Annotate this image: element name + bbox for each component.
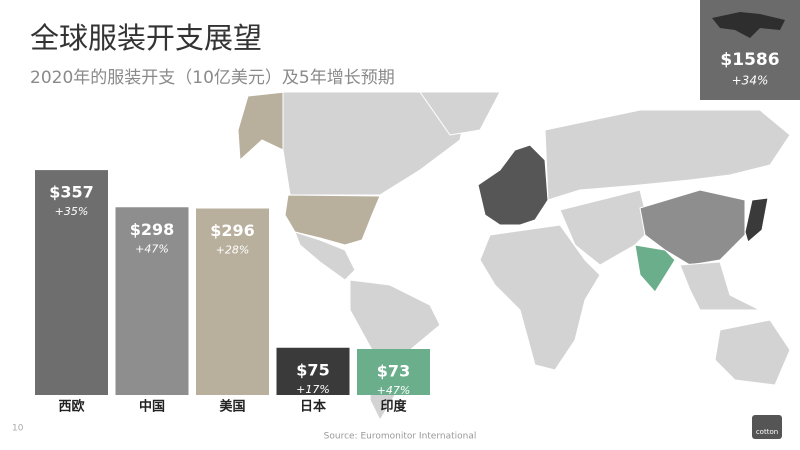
- x-tick-label: 西欧: [58, 399, 84, 415]
- map-mexico: [294, 231, 356, 281]
- growth-label: +35%: [55, 205, 89, 218]
- value-label: $73: [377, 362, 410, 381]
- growth-label: +28%: [216, 244, 250, 257]
- growth-label: +47%: [135, 242, 169, 255]
- value-label: $357: [49, 183, 94, 202]
- logo-box: [752, 415, 782, 439]
- bar: [35, 170, 108, 395]
- page-number: 10: [12, 424, 24, 434]
- world-total: $1586: [720, 50, 779, 70]
- bar: [276, 347, 350, 395]
- map-japan: [744, 197, 769, 243]
- bar: [115, 207, 189, 395]
- map-australia: [714, 319, 791, 386]
- map-southeast-asia: [679, 261, 761, 311]
- x-tick-label: 日本: [300, 399, 326, 415]
- world-icon: [712, 12, 785, 38]
- world-map: [237, 91, 791, 422]
- map-india: [634, 244, 676, 293]
- x-tick-label: 中国: [139, 399, 165, 415]
- growth-label: +17%: [296, 383, 330, 396]
- value-label: $75: [296, 360, 329, 379]
- map-russia: [544, 109, 791, 201]
- bar: [196, 208, 269, 395]
- growth-label: +47%: [377, 384, 411, 397]
- x-tick-label: 美国: [219, 399, 245, 415]
- bar: [357, 349, 430, 395]
- logo: cotton: [756, 428, 778, 436]
- value-label: $298: [130, 220, 175, 239]
- map-greenland: [419, 91, 501, 136]
- value-label: $296: [210, 221, 255, 240]
- map-africa: [479, 224, 601, 371]
- source-note: Source: Euromonitor International: [324, 432, 477, 442]
- map-china: [639, 189, 746, 266]
- chart-title: 全球服装开支展望: [30, 21, 262, 55]
- world-growth: +34%: [732, 74, 769, 88]
- chart-subtitle: 2020年的服装开支（10亿美元）及5年增长预期: [30, 68, 395, 88]
- map-usa: [284, 194, 381, 246]
- x-tick-label: 印度: [380, 399, 407, 415]
